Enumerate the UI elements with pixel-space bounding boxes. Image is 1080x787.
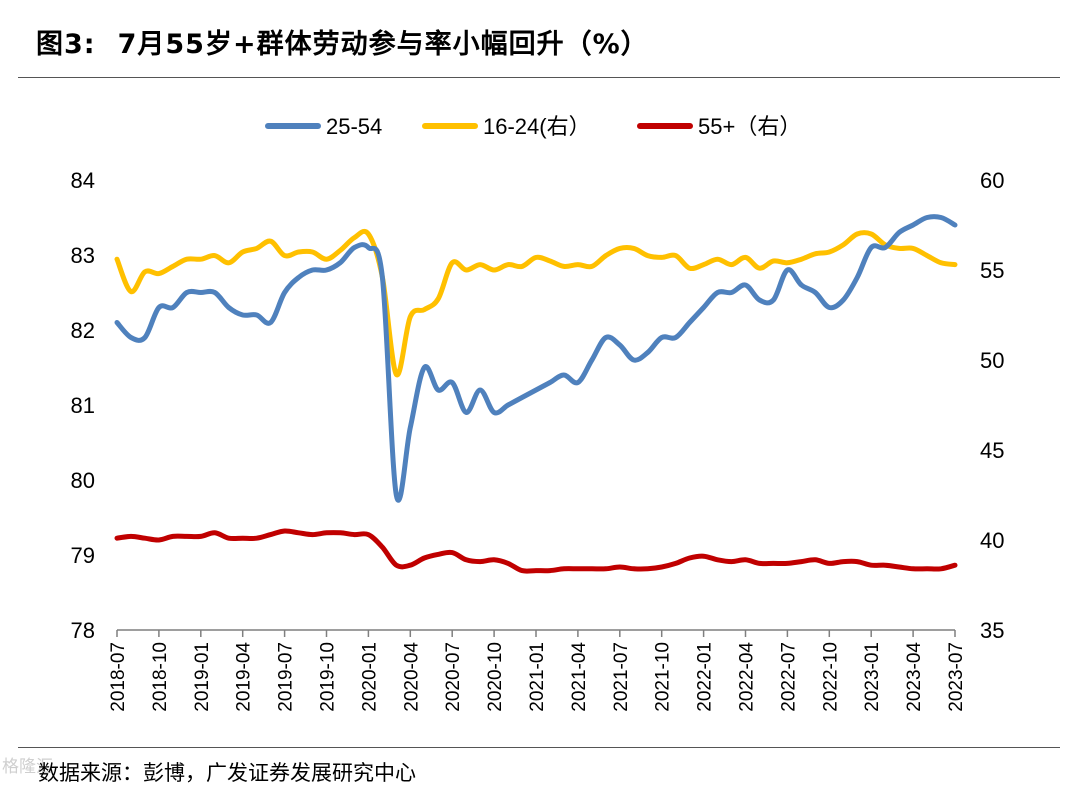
- y-left-tick-label: 83: [71, 243, 95, 268]
- chart-legend: 25-54 16-24(右） 55+（右）: [265, 114, 801, 139]
- y-left-tick-label: 82: [71, 318, 95, 343]
- legend-label: 55+（右）: [698, 114, 801, 139]
- x-tick-label: 2018-07: [108, 642, 129, 712]
- x-tick-label: 2022-04: [737, 642, 758, 712]
- x-tick-label: 2021-04: [569, 642, 590, 712]
- y-right-tick-label: 35: [980, 618, 1004, 643]
- x-tick-label: 2022-01: [695, 642, 716, 712]
- legend-label: 16-24(右）: [483, 114, 591, 139]
- y-left-tick-label: 78: [71, 618, 95, 643]
- axes: 2018-07 2018-10 2019-01 2019-04 2019-07 2019-…: [71, 168, 1005, 712]
- x-tick-label: 2021-01: [527, 642, 548, 712]
- x-tick-label: 2022-10: [820, 642, 841, 712]
- x-tick-label: 2023-07: [946, 642, 967, 712]
- top-divider: [18, 77, 1060, 78]
- x-tick-label: 2019-07: [276, 642, 297, 712]
- x-tick-label: 2023-01: [862, 642, 883, 712]
- x-tick-label: 2020-07: [443, 642, 464, 712]
- figure-title-text: 7月55岁+群体劳动参与率小幅回升（%）: [117, 29, 649, 60]
- y-right-tick-label: 40: [980, 528, 1004, 553]
- y-right-tick-label: 50: [980, 348, 1004, 373]
- x-tick-label: 2023-04: [904, 642, 925, 712]
- x-tick-label: 2020-04: [401, 642, 422, 712]
- y-left-tick-label: 81: [71, 393, 95, 418]
- x-tick-label: 2019-10: [318, 642, 339, 712]
- y-left-tick-label: 80: [71, 468, 95, 493]
- y-left-tick-label: 84: [71, 168, 95, 193]
- bottom-divider: [18, 747, 1060, 748]
- series-layer: [114, 214, 958, 574]
- source-note: 数据来源：彭博，广发证券发展研究中心: [38, 761, 416, 785]
- series-line-2: [114, 228, 958, 378]
- y-left-tick-label: 79: [71, 543, 95, 568]
- x-tick-label: 2022-07: [778, 642, 799, 712]
- x-tick-label: 2019-01: [192, 642, 213, 712]
- watermark: 格隆汇: [2, 757, 53, 777]
- series-line-3: [114, 528, 958, 574]
- x-tick-label: 2018-10: [150, 642, 171, 712]
- x-tick-label: 2020-01: [359, 642, 380, 712]
- y-right-tick-label: 60: [980, 168, 1004, 193]
- x-tick-label: 2021-10: [653, 642, 674, 712]
- figure-title: 图3: 7月55岁+群体劳动参与率小幅回升（%）: [36, 22, 649, 61]
- legend-label: 25-54: [326, 114, 382, 139]
- series-line-1: [114, 214, 958, 503]
- y-right-tick-label: 55: [980, 258, 1004, 283]
- x-tick-label: 2019-04: [234, 642, 255, 712]
- x-tick-label: 2021-07: [611, 642, 632, 712]
- y-right-tick-label: 45: [980, 438, 1004, 463]
- x-tick-label: 2020-10: [485, 642, 506, 712]
- figure-number: 图3:: [36, 29, 96, 60]
